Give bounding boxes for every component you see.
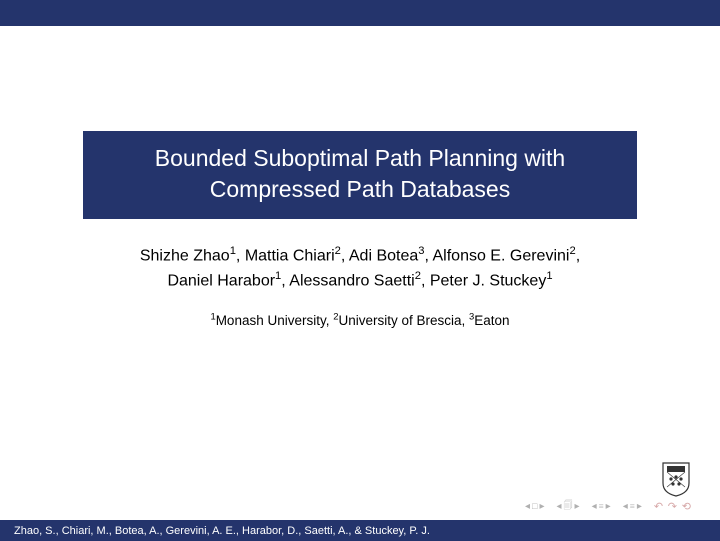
authors-line-2: Daniel Harabor1, Alessandro Saetti2, Pet… — [0, 268, 720, 293]
affiliations: 1Monash University, 2University of Bresc… — [0, 311, 720, 328]
nav-sub-fwd-icon[interactable]: ◂≡▸ — [623, 501, 642, 512]
header-bar — [0, 0, 720, 26]
nav-sub-back-icon[interactable]: ◂≡▸ — [592, 501, 611, 512]
university-logo — [661, 461, 691, 497]
authors-line-1: Shizhe Zhao1, Mattia Chiari2, Adi Botea3… — [0, 243, 720, 268]
affiliations-text: 1Monash University, 2University of Bresc… — [210, 313, 509, 328]
title-block: Bounded Suboptimal Path Planning with Co… — [83, 131, 637, 219]
nav-section-icon[interactable]: ◂🗐▸ — [557, 498, 580, 514]
footer-bar: Zhao, S., Chiari, M., Botea, A., Gerevin… — [0, 520, 720, 541]
title-line-2: Compressed Path Databases — [101, 174, 619, 205]
nav-frame-icon[interactable]: ◂□▸ — [525, 501, 545, 512]
footer-text: Zhao, S., Chiari, M., Botea, A., Gerevin… — [14, 525, 430, 537]
authors-block: Shizhe Zhao1, Mattia Chiari2, Adi Botea3… — [0, 243, 720, 294]
title-line-1: Bounded Suboptimal Path Planning with — [101, 143, 619, 174]
nav-undo-icon[interactable]: ↶ ↷ ⟲ — [654, 500, 692, 513]
beamer-nav: ◂□▸ ◂🗐▸ ◂≡▸ ◂≡▸ ↶ ↷ ⟲ — [525, 498, 692, 514]
